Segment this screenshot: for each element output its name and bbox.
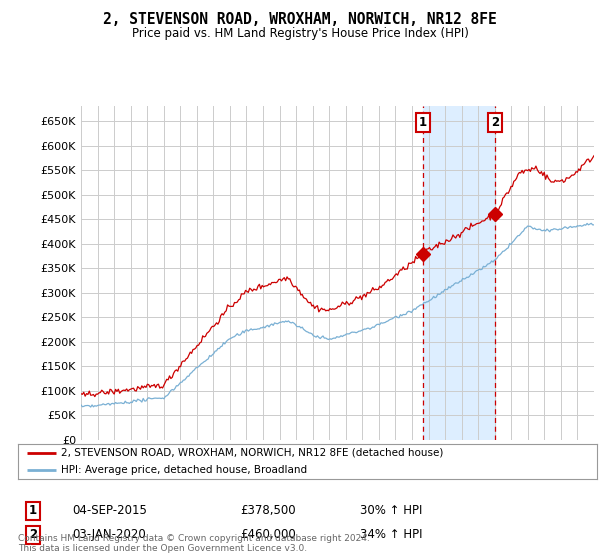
Text: 2, STEVENSON ROAD, WROXHAM, NORWICH, NR12 8FE (detached house): 2, STEVENSON ROAD, WROXHAM, NORWICH, NR1…: [61, 448, 444, 458]
Text: 1: 1: [29, 504, 37, 517]
Text: 1: 1: [419, 115, 427, 129]
Text: 2: 2: [491, 115, 499, 129]
Text: 2: 2: [29, 528, 37, 542]
Bar: [423, 106, 495, 440]
Text: 03-JAN-2020: 03-JAN-2020: [72, 528, 146, 542]
Text: Contains HM Land Registry data © Crown copyright and database right 2024.
This d: Contains HM Land Registry data © Crown c…: [18, 534, 370, 553]
Text: Price paid vs. HM Land Registry's House Price Index (HPI): Price paid vs. HM Land Registry's House …: [131, 27, 469, 40]
Text: 2, STEVENSON ROAD, WROXHAM, NORWICH, NR12 8FE: 2, STEVENSON ROAD, WROXHAM, NORWICH, NR1…: [103, 12, 497, 27]
Text: 30% ↑ HPI: 30% ↑ HPI: [360, 504, 422, 517]
Text: £460,000: £460,000: [240, 528, 296, 542]
Text: HPI: Average price, detached house, Broadland: HPI: Average price, detached house, Broa…: [61, 465, 308, 475]
Text: 04-SEP-2015: 04-SEP-2015: [72, 504, 147, 517]
Text: £378,500: £378,500: [240, 504, 296, 517]
Text: 34% ↑ HPI: 34% ↑ HPI: [360, 528, 422, 542]
